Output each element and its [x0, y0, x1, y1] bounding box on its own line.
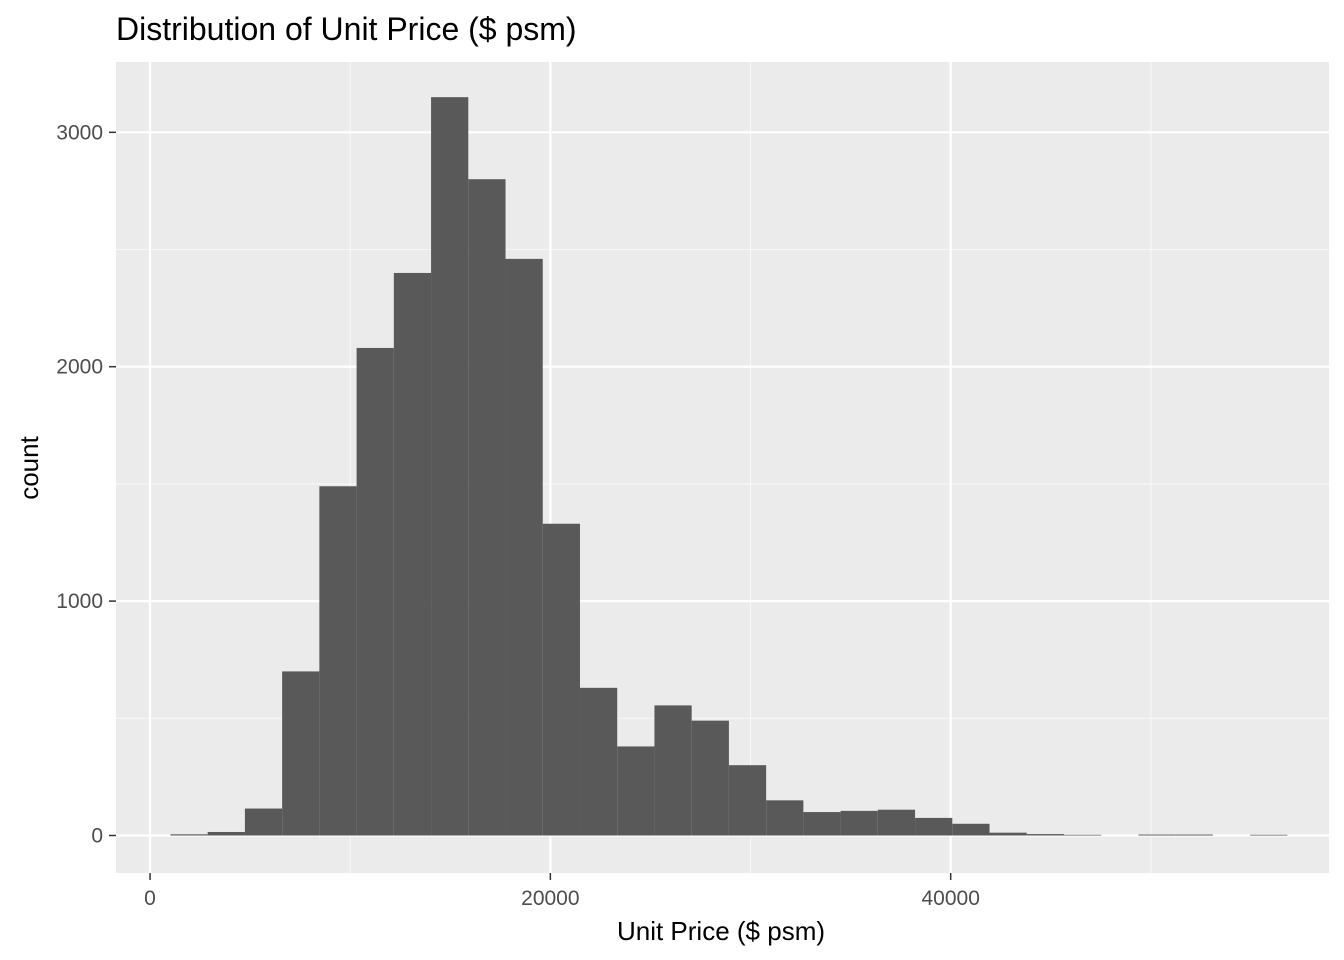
histogram-bar — [282, 671, 320, 836]
histogram-bar — [766, 800, 804, 836]
y-axis-title: count — [14, 435, 44, 499]
histogram-bar — [1138, 834, 1176, 836]
x-axis-title: Unit Price ($ psm) — [617, 916, 825, 946]
histogram-bar — [505, 258, 543, 836]
histogram-bar — [1175, 834, 1213, 836]
histogram-bar — [1063, 834, 1102, 836]
histogram-bar — [617, 746, 655, 836]
histogram-bar — [542, 523, 580, 836]
histogram-bar — [579, 687, 618, 836]
histogram-bar — [244, 808, 283, 836]
histogram-bar — [691, 720, 729, 836]
y-tick-label: 0 — [91, 824, 103, 847]
histogram-bar — [1026, 834, 1064, 836]
y-tick-label: 1000 — [56, 590, 103, 613]
histogram-bar — [840, 810, 878, 836]
x-tick-label: 20000 — [521, 887, 579, 910]
histogram-bar — [393, 272, 432, 836]
histogram-bar — [728, 765, 767, 836]
histogram-bars — [170, 97, 1288, 836]
histogram-bar — [170, 834, 208, 836]
histogram-bar — [803, 812, 841, 836]
histogram-bar — [877, 809, 916, 836]
histogram-bar — [468, 179, 506, 836]
histogram-bar — [989, 832, 1027, 836]
x-tick-label: 40000 — [921, 887, 979, 910]
histogram-bar — [207, 831, 245, 836]
histogram-bar — [1250, 834, 1288, 836]
y-tick-label: 3000 — [56, 121, 103, 144]
histogram-bar — [319, 486, 357, 836]
y-tick-label: 2000 — [56, 356, 103, 379]
histogram-bar — [654, 705, 692, 836]
histogram-bar — [356, 347, 394, 836]
chart-title: Distribution of Unit Price ($ psm) — [116, 11, 577, 47]
histogram-bar — [431, 97, 469, 836]
histogram-bar — [915, 817, 953, 836]
x-tick-label: 0 — [144, 887, 156, 910]
y-axis: 0 1000 2000 3000 — [56, 121, 116, 847]
x-axis: 0 20000 40000 — [144, 873, 980, 910]
histogram-bar — [952, 823, 990, 836]
